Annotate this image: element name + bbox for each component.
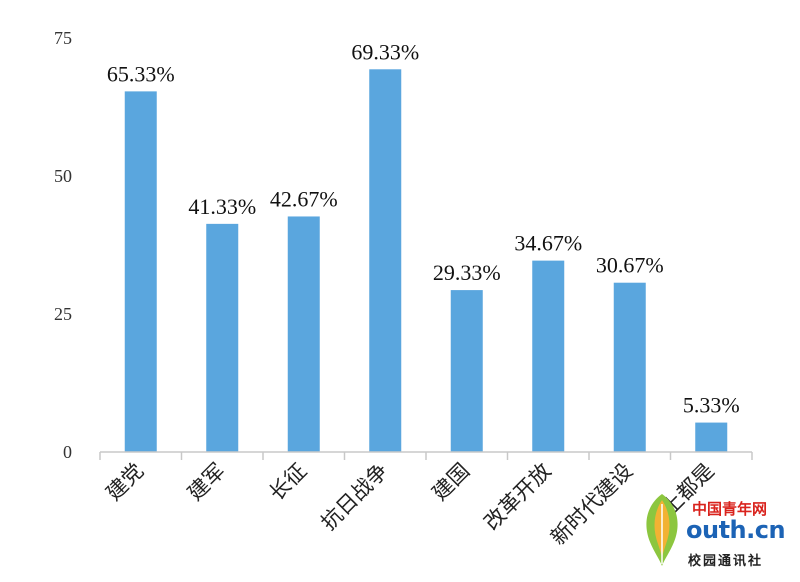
bar — [613, 282, 646, 452]
bar — [532, 260, 565, 452]
watermark-line2: outh.cn — [686, 516, 786, 544]
bar — [369, 69, 402, 452]
category-label: 抗日战争 — [316, 459, 392, 535]
bars — [124, 69, 728, 452]
data-label: 69.33% — [351, 39, 419, 64]
watermark-line3: 校园通讯社 — [688, 554, 764, 569]
y-tick-label: 0 — [63, 442, 72, 462]
y-tick-label: 75 — [54, 28, 72, 48]
data-label: 42.67% — [270, 186, 338, 211]
category-label: 建党 — [102, 459, 149, 506]
data-label: 41.33% — [188, 194, 256, 219]
data-label: 65.33% — [107, 61, 175, 86]
category-label: 长征 — [265, 459, 312, 506]
bar — [124, 91, 157, 452]
category-label: 建军 — [183, 459, 230, 506]
bar — [450, 290, 483, 452]
category-label: 改革开放 — [479, 459, 555, 535]
x-axis-ticks — [99, 452, 753, 460]
leaf-logo-icon — [646, 494, 678, 566]
data-label: 5.33% — [683, 393, 740, 418]
watermark-line1: 中国青年网 — [692, 500, 768, 518]
watermark-logo: 中国青年网 outh.cn 校园通讯社 — [622, 482, 792, 578]
y-axis-ticks: 0 25 50 75 — [54, 28, 72, 462]
category-label: 建国 — [428, 459, 475, 506]
bar — [695, 422, 728, 452]
data-label: 34.67% — [514, 231, 582, 256]
y-tick-label: 25 — [54, 304, 72, 324]
data-label: 30.67% — [596, 253, 664, 278]
bar — [287, 216, 320, 452]
data-label: 29.33% — [433, 260, 501, 285]
bar — [206, 223, 239, 452]
data-labels: 65.33% 41.33% 42.67% 69.33% 29.33% 34.67% 30.6… — [107, 39, 740, 417]
y-tick-label: 50 — [54, 166, 72, 186]
